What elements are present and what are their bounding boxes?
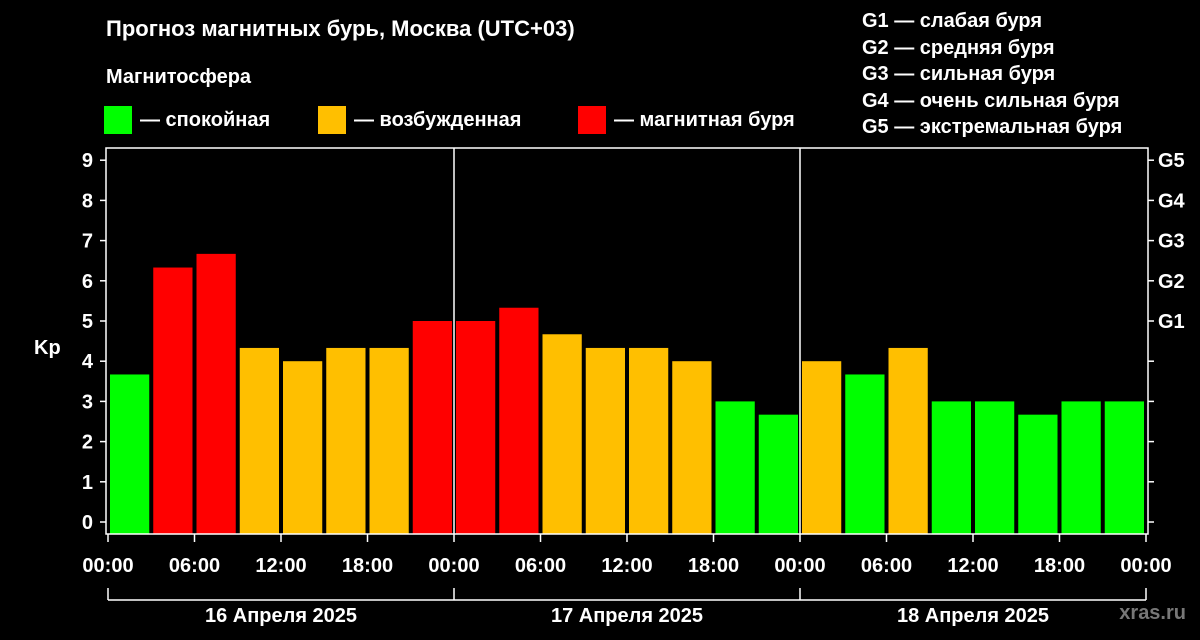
x-tick-label-2: 12:00 <box>255 555 306 577</box>
watermark: xras.ru <box>1119 602 1186 624</box>
y-tick-label-5: 5 <box>82 311 93 333</box>
g-scale-g5: G5 — экстремальная буря <box>862 116 1123 138</box>
legend-item-unsettled: — возбужденная <box>318 106 521 134</box>
right-tick-label-g5: G5 <box>1158 150 1185 172</box>
legend-label-storm: — магнитная буря <box>614 108 795 131</box>
bar-10 <box>542 334 582 534</box>
bar-17 <box>845 374 885 534</box>
bar-7 <box>412 321 452 534</box>
bar-4 <box>283 361 323 534</box>
x-tick-label-0: 00:00 <box>82 555 133 577</box>
bar-18 <box>888 347 928 534</box>
right-tick-label-g3: G3 <box>1158 231 1185 253</box>
legend-swatch-storm <box>578 106 606 134</box>
bar-3 <box>239 347 279 534</box>
bar-6 <box>369 347 409 534</box>
g-scale-g1: G1 — слабая буря <box>862 10 1043 32</box>
right-tick-label-g2: G2 <box>1158 271 1185 293</box>
legend-label-unsettled: — возбужденная <box>354 108 522 131</box>
bar-8 <box>456 321 496 534</box>
day-label-0: 16 Апреля 2025 <box>205 605 357 627</box>
x-tick-label-11: 18:00 <box>1034 555 1085 577</box>
legend-item-quiet: — спокойная <box>104 106 270 134</box>
right-tick-label-g1: G1 <box>1158 311 1185 333</box>
day-label-2: 18 Апреля 2025 <box>897 605 1049 627</box>
g-scale-g4: G4 — очень сильная буря <box>862 89 1120 112</box>
legend-item-storm: — магнитная буря <box>578 106 795 134</box>
y-tick-label-6: 6 <box>82 271 93 293</box>
bar-11 <box>585 347 625 534</box>
legend-swatch-unsettled <box>318 106 346 134</box>
y-tick-label-3: 3 <box>82 391 93 413</box>
x-tick-label-7: 18:00 <box>688 555 739 577</box>
x-tick-label-10: 12:00 <box>947 555 998 577</box>
x-tick-label-12: 00:00 <box>1120 555 1171 577</box>
bar-0 <box>110 374 150 534</box>
bar-5 <box>326 347 366 534</box>
y-axis-label: Kp <box>34 337 61 359</box>
bar-9 <box>499 307 539 534</box>
legend-label-quiet: — спокойная <box>140 108 271 131</box>
x-tick-label-8: 00:00 <box>774 555 825 577</box>
g-scale-g2: G2 — средняя буря <box>862 36 1055 59</box>
bar-22 <box>1061 401 1101 534</box>
y-tick-label-9: 9 <box>82 150 93 172</box>
x-tick-label-6: 12:00 <box>601 555 652 577</box>
day-label-1: 17 Апреля 2025 <box>551 605 703 627</box>
y-tick-label-7: 7 <box>82 231 93 253</box>
legend-swatch-quiet <box>104 106 132 134</box>
bar-16 <box>802 361 842 534</box>
bar-20 <box>975 401 1015 534</box>
bar-1 <box>153 267 193 534</box>
x-tick-label-5: 06:00 <box>515 555 566 577</box>
x-tick-label-1: 06:00 <box>169 555 220 577</box>
y-tick-label-8: 8 <box>82 190 93 212</box>
bar-14 <box>715 401 755 534</box>
bar-13 <box>672 361 712 534</box>
y-tick-label-1: 1 <box>82 472 93 494</box>
bar-21 <box>1018 414 1058 534</box>
y-tick-label-4: 4 <box>82 351 94 373</box>
right-tick-label-g4: G4 <box>1158 190 1186 212</box>
bar-19 <box>931 401 971 534</box>
bar-23 <box>1104 401 1144 534</box>
x-tick-label-3: 18:00 <box>342 555 393 577</box>
x-tick-label-4: 00:00 <box>428 555 479 577</box>
y-tick-label-2: 2 <box>82 432 93 454</box>
g-scale-legend: G1 — слабая буря G2 — средняя буря G3 — … <box>862 8 1122 141</box>
bar-12 <box>629 347 669 534</box>
y-tick-label-0: 0 <box>82 512 93 534</box>
g-scale-g3: G3 — сильная буря <box>862 63 1056 85</box>
chart-title: Прогноз магнитных бурь, Москва (UTC+03) <box>106 16 575 41</box>
chart-subtitle: Магнитосфера <box>106 66 252 88</box>
x-tick-label-9: 06:00 <box>861 555 912 577</box>
bar-15 <box>758 414 798 534</box>
bar-2 <box>196 253 236 534</box>
